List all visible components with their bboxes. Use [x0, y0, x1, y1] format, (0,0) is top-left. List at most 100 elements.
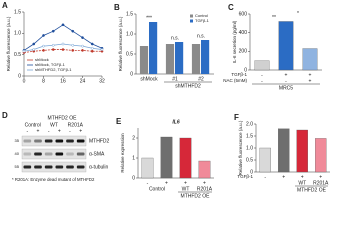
bar [175, 42, 184, 74]
y-tick-label: 600 [239, 11, 248, 17]
point [32, 42, 36, 46]
y-tick-label: 400 [239, 30, 248, 36]
blot-band [44, 139, 53, 143]
legend-label: shMock, TGFβ-1 [35, 62, 66, 67]
condition-sign: - [261, 78, 263, 84]
x-tick-label: 24 [80, 78, 86, 84]
blot-band [23, 165, 32, 169]
legend-label: TGFβ-1 [195, 18, 210, 23]
point [100, 48, 104, 51]
condition-sign: - [147, 180, 149, 186]
blot-row-label: MTHFD2 [89, 138, 109, 144]
condition-sign: + [282, 174, 285, 180]
chart-title: IL6 [172, 119, 179, 125]
blot-band [44, 165, 53, 169]
blot-row-label: α-SMA [89, 151, 105, 157]
y-tick-label: 1.5 [126, 11, 133, 17]
point [51, 29, 55, 33]
blot-band [76, 139, 85, 143]
blot-strip [21, 135, 87, 147]
blot-header: MTHFD2 OE [48, 115, 78, 121]
bar [160, 136, 173, 179]
blot-band [44, 152, 53, 156]
y-tick-label: 0 [132, 175, 135, 181]
condition-sign: + [165, 180, 168, 186]
lane-sign: + [58, 128, 61, 134]
blot-footnote: * R201A: Enzyme dead mutant of MTHFD2 [12, 177, 95, 182]
group-label: MRC5 [279, 85, 293, 91]
lane-label: R201A [68, 122, 84, 128]
blot-band [76, 165, 85, 169]
blot-marker: 55 [15, 164, 20, 169]
significance: *** [146, 15, 152, 21]
blot-band [55, 139, 64, 143]
lane-label: WT [50, 122, 58, 128]
panel-label: F [234, 113, 239, 122]
bar [179, 137, 192, 179]
blot-band [66, 165, 74, 169]
bar [278, 21, 294, 71]
blot-band [55, 152, 64, 156]
y-axis-label: Relative fluorescence (a.u.) [118, 16, 123, 71]
blot-band [23, 139, 32, 143]
blot-band [55, 165, 64, 169]
point [51, 43, 55, 47]
condition-sign: + [203, 180, 206, 186]
lane-sign: - [26, 128, 28, 134]
blot-band [34, 152, 42, 156]
x-tick-label: 8 [42, 78, 45, 84]
y-axis-label: Relative fluorescence (a.u.) [238, 120, 243, 175]
bar [201, 40, 210, 74]
x-tick-label: Control [149, 186, 165, 192]
condition-sign: - [264, 174, 266, 180]
blot-band [23, 152, 32, 156]
y-tick-label: 0.5 [126, 51, 133, 57]
bar [254, 60, 270, 71]
point [81, 44, 84, 48]
y-tick-label: 1.5 [246, 133, 253, 139]
point [42, 49, 45, 52]
blot-marker: 35 [15, 138, 20, 143]
legend-swatch [190, 19, 193, 23]
y-tick-label: 1.0 [14, 31, 21, 37]
condition-sign: + [319, 174, 322, 180]
panel-label: A [2, 1, 8, 10]
bar [296, 129, 308, 173]
point [81, 36, 84, 39]
lane-sign: - [48, 128, 50, 134]
point [90, 49, 94, 53]
y-tick-label: 200 [239, 49, 248, 55]
lane-sign: - [69, 128, 71, 134]
condition-label: NAC (5mM) [223, 78, 247, 83]
lane-sign: + [79, 128, 82, 134]
bar [259, 147, 271, 173]
x-tick-label: 16 [60, 78, 66, 84]
blot-band [66, 152, 74, 156]
x-tick-label: shMock [140, 76, 158, 82]
x-tick-label: 32 [99, 78, 105, 84]
point [42, 44, 45, 48]
y-tick-label: 1 [132, 155, 135, 161]
bar [191, 44, 201, 74]
panel-label: C [228, 3, 234, 12]
x-tick-label: R201A [313, 180, 329, 186]
bar [198, 160, 211, 179]
blot-band [34, 165, 42, 169]
condition-sign: + [309, 72, 312, 78]
panel-label: D [2, 111, 8, 120]
point [61, 48, 65, 51]
point [81, 49, 84, 52]
point [61, 23, 65, 27]
bar [139, 46, 149, 74]
condition-sign: - [285, 78, 287, 84]
x-tick-label: #1 [172, 76, 178, 82]
legend-swatch [190, 14, 193, 18]
x-tick-label: WT [182, 186, 190, 192]
lane-label: Control [25, 122, 41, 128]
condition-sign: + [309, 78, 312, 84]
x-tick-label: R201A [197, 186, 213, 192]
point [42, 34, 45, 37]
lane-sign: + [37, 128, 40, 134]
legend-label: Control [195, 13, 208, 18]
significance: n.s. [197, 33, 205, 39]
